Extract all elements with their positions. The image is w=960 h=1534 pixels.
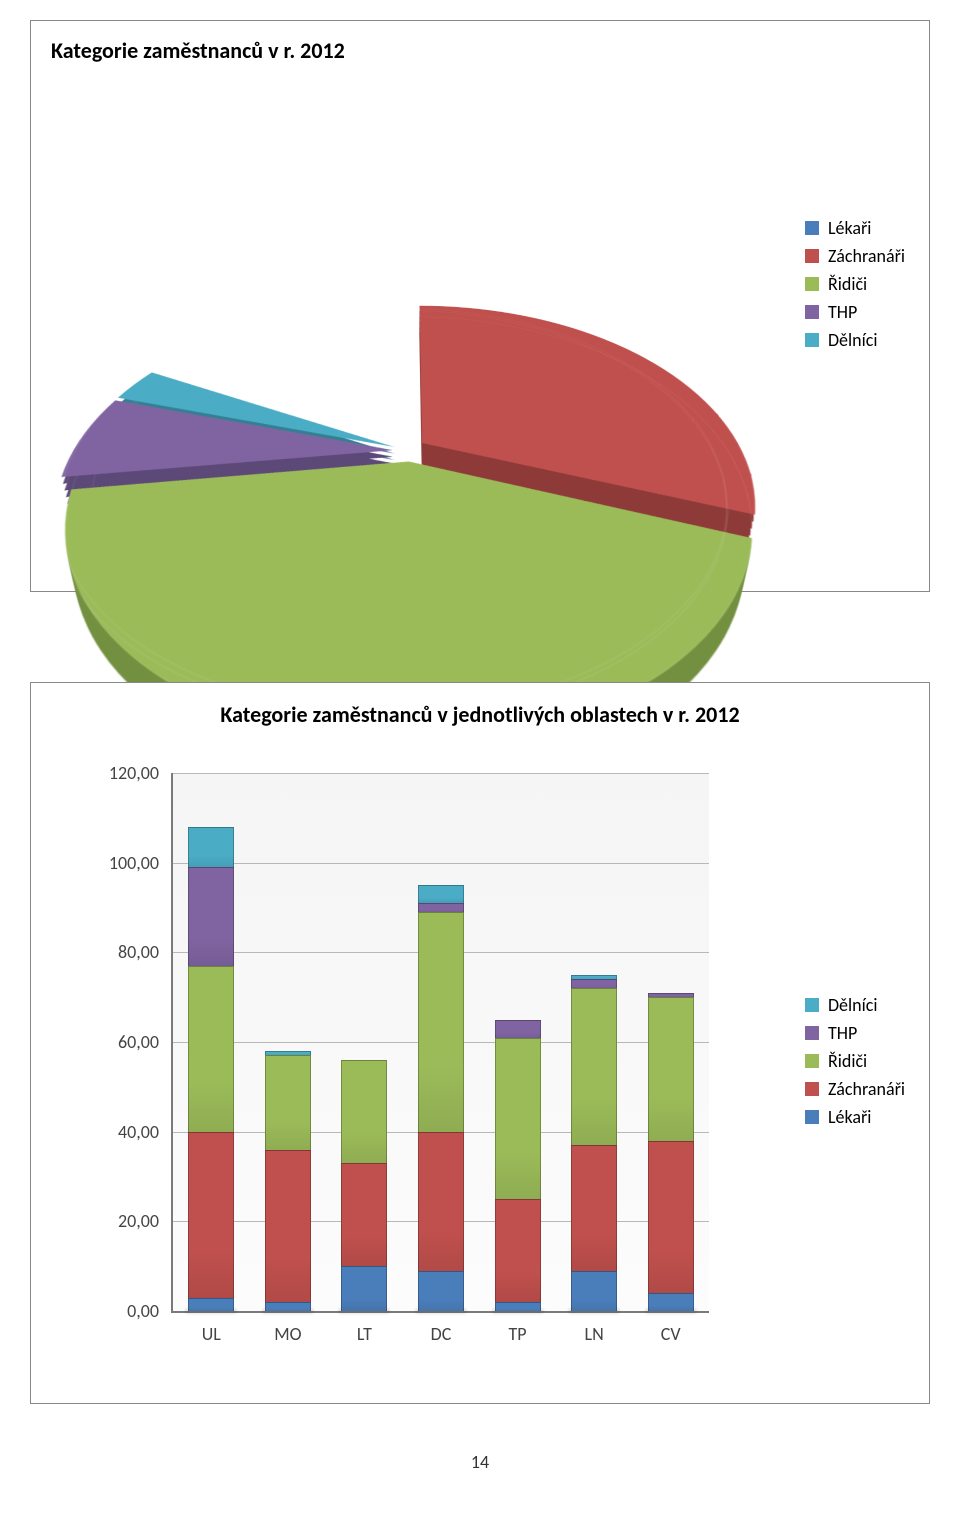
bar-segment [418, 885, 464, 903]
pie-chart-panel: Kategorie zaměstnanců v r. 2012 Lékaři Zá… [30, 20, 930, 592]
y-axis-tick: 40,00 [118, 1121, 173, 1143]
bar-segment [418, 1271, 464, 1311]
bar-segment [188, 1298, 234, 1311]
y-axis-tick: 100,00 [109, 852, 173, 874]
x-axis-tick: UL [202, 1311, 221, 1345]
bar-segment [648, 993, 694, 997]
page-number: 14 [31, 1451, 929, 1473]
y-axis-tick: 80,00 [118, 941, 173, 963]
legend-swatch [805, 998, 819, 1012]
page: Kategorie zaměstnanců v r. 2012 Lékaři Zá… [0, 0, 960, 1534]
bar-group [265, 773, 311, 1311]
x-axis-tick: MO [274, 1311, 301, 1345]
legend-label: Dělníci [828, 994, 878, 1016]
bar-segment [495, 1302, 541, 1311]
bar-segment [265, 1055, 311, 1149]
legend-item: Záchranáři [805, 245, 905, 267]
bar-group [188, 773, 234, 1311]
legend-item: Záchranáři [805, 1078, 905, 1100]
legend-swatch [805, 1026, 819, 1040]
x-axis-tick: DC [431, 1311, 452, 1345]
pie-chart-title: Kategorie zaměstnanců v r. 2012 [31, 21, 929, 64]
legend-item: THP [805, 1022, 905, 1044]
bar-segment [571, 975, 617, 979]
bar-segment [188, 827, 234, 867]
legend-label: Dělníci [828, 329, 878, 351]
legend-label: Řidiči [828, 273, 867, 295]
pie-chart [91, 131, 731, 551]
bar-segment [418, 903, 464, 912]
bar-group [648, 773, 694, 1311]
bar-segment [188, 1132, 234, 1298]
bar-segment [648, 997, 694, 1140]
legend-label: THP [828, 1022, 857, 1044]
bar-segment [265, 1051, 311, 1055]
legend-item: Dělníci [805, 329, 905, 351]
legend-item: THP [805, 301, 905, 323]
y-axis-tick: 20,00 [118, 1210, 173, 1232]
legend-swatch [805, 305, 819, 319]
bar-legend: Dělníci THP Řidiči Záchranáři Lékaři [805, 988, 905, 1134]
bar-segment [341, 1163, 387, 1266]
legend-swatch [805, 221, 819, 235]
bar-group [495, 773, 541, 1311]
legend-label: Lékaři [828, 1106, 871, 1128]
legend-item: Lékaři [805, 217, 905, 239]
legend-item: Řidiči [805, 273, 905, 295]
bar-segment [265, 1150, 311, 1302]
y-axis-tick: 0,00 [127, 1300, 173, 1322]
y-axis-tick: 60,00 [118, 1031, 173, 1053]
bar-segment [341, 1060, 387, 1163]
bar-segment [188, 966, 234, 1132]
bar-segment [418, 1132, 464, 1271]
bar-segment [341, 1266, 387, 1311]
x-axis-tick: LT [357, 1311, 372, 1345]
bar-segment [495, 1038, 541, 1199]
legend-item: Lékaři [805, 1106, 905, 1128]
legend-label: THP [828, 301, 857, 323]
bar-segment [571, 1145, 617, 1271]
bar-segment [571, 1271, 617, 1311]
legend-swatch [805, 1110, 819, 1124]
legend-label: Lékaři [828, 217, 871, 239]
x-axis-tick: TP [509, 1311, 527, 1345]
bar-segment [571, 979, 617, 988]
legend-swatch [805, 1082, 819, 1096]
bar-chart: 0,00 20,00 40,00 60,00 80,00 100,00 120,00 UL MO… [91, 763, 719, 1363]
legend-item: Řidiči [805, 1050, 905, 1072]
bar-chart-title: Kategorie zaměstnanců v jednotlivých obl… [31, 683, 929, 728]
y-axis-tick: 120,00 [109, 762, 173, 784]
bar-segment [495, 1020, 541, 1038]
legend-swatch [805, 277, 819, 291]
legend-swatch [805, 249, 819, 263]
x-axis-tick: CV [661, 1311, 681, 1345]
legend-label: Řidiči [828, 1050, 867, 1072]
x-axis-tick: LN [585, 1311, 604, 1345]
legend-item: Dělníci [805, 994, 905, 1016]
bar-chart-panel: Kategorie zaměstnanců v jednotlivých obl… [30, 682, 930, 1404]
bar-segment [265, 1302, 311, 1311]
legend-label: Záchranáři [828, 245, 905, 267]
bar-segment [648, 1293, 694, 1311]
bar-segment [188, 867, 234, 966]
bar-group [341, 773, 387, 1311]
legend-label: Záchranáři [828, 1078, 905, 1100]
bar-group [418, 773, 464, 1311]
pie-legend: Lékaři Záchranáři Řidiči THP Dělníci [805, 211, 905, 357]
legend-swatch [805, 333, 819, 347]
legend-swatch [805, 1054, 819, 1068]
bar-segment [495, 1199, 541, 1302]
bar-segment [571, 988, 617, 1145]
bar-segment [648, 1141, 694, 1293]
bar-segment [418, 912, 464, 1132]
bar-group [571, 773, 617, 1311]
